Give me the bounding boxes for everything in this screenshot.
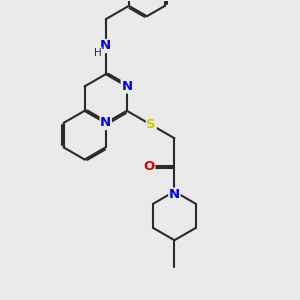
Text: N: N <box>100 40 111 52</box>
Text: N: N <box>100 116 111 130</box>
Text: N: N <box>169 188 180 201</box>
Text: N: N <box>121 80 132 93</box>
Text: O: O <box>144 160 155 173</box>
Text: S: S <box>146 118 156 131</box>
Text: H: H <box>94 47 102 58</box>
